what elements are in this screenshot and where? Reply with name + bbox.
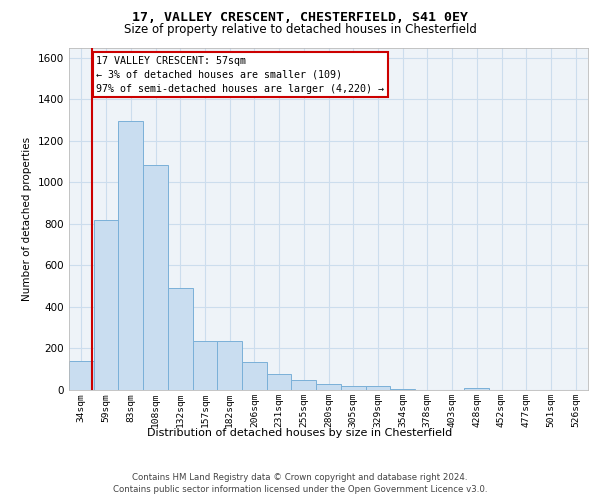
Bar [143, 165, 168, 390]
Text: 17, VALLEY CRESCENT, CHESTERFIELD, S41 0EY: 17, VALLEY CRESCENT, CHESTERFIELD, S41 0… [132, 11, 468, 24]
Y-axis label: Number of detached properties: Number of detached properties [22, 136, 32, 301]
Bar [316, 384, 341, 390]
Bar [390, 389, 415, 390]
Bar [292, 380, 316, 390]
Bar [242, 362, 267, 390]
Bar [118, 121, 143, 390]
Bar [168, 288, 193, 390]
Bar [217, 341, 242, 390]
Bar [193, 341, 217, 390]
Text: Size of property relative to detached houses in Chesterfield: Size of property relative to detached ho… [124, 22, 476, 36]
Text: Distribution of detached houses by size in Chesterfield: Distribution of detached houses by size … [148, 428, 452, 438]
Text: Contains HM Land Registry data © Crown copyright and database right 2024.: Contains HM Land Registry data © Crown c… [132, 472, 468, 482]
Text: Contains public sector information licensed under the Open Government Licence v3: Contains public sector information licen… [113, 485, 487, 494]
Bar [464, 388, 489, 390]
Text: 17 VALLEY CRESCENT: 57sqm
← 3% of detached houses are smaller (109)
97% of semi-: 17 VALLEY CRESCENT: 57sqm ← 3% of detach… [96, 56, 384, 94]
Bar [267, 374, 292, 390]
Bar [94, 220, 118, 390]
Bar [69, 361, 94, 390]
Bar [365, 386, 390, 390]
Bar [341, 386, 365, 390]
